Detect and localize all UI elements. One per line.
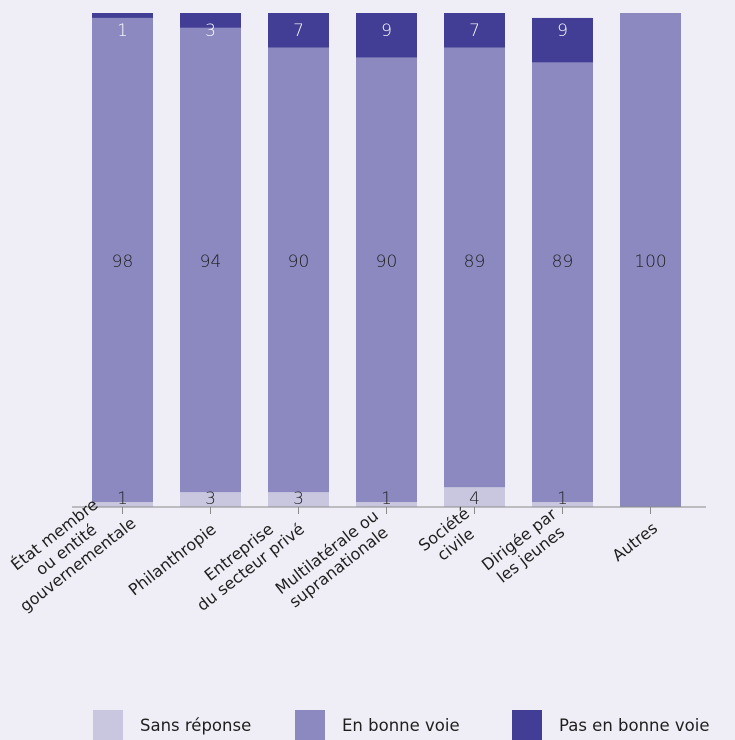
category-label-line: Philanthropie — [125, 519, 220, 599]
legend-item-sans-reponse: Sans réponse — [93, 710, 251, 740]
category-label-line: Autres — [609, 518, 661, 565]
legend-swatch-sans-reponse — [93, 710, 123, 740]
value-label: 3 — [205, 21, 216, 41]
bar-segment-pas-en-bonne-voie-0 — [92, 13, 153, 18]
value-label: 9 — [381, 21, 392, 41]
category-label: Multilatérale ousupranationale — [272, 506, 394, 613]
x-axis-ticks-group — [123, 507, 651, 514]
value-label: 3 — [205, 489, 216, 509]
legend: Sans réponse En bonne voie Pas en bonne … — [0, 700, 735, 734]
value-label: 1 — [557, 489, 568, 509]
legend-swatch-pas-en-bonne-voie — [512, 710, 542, 740]
value-label: 100 — [634, 252, 666, 272]
value-label: 1 — [117, 489, 128, 509]
category-label: Autres — [609, 518, 661, 565]
value-label: 90 — [288, 252, 310, 272]
value-label: 94 — [200, 252, 222, 272]
value-label: 4 — [469, 489, 480, 509]
value-label: 7 — [469, 21, 480, 41]
legend-item-pas-en-bonne-voie: Pas en bonne voie — [512, 710, 710, 740]
value-label: 3 — [293, 489, 304, 509]
legend-label-pas-en-bonne-voie: Pas en bonne voie — [559, 716, 710, 735]
bar-segment-en-bonne-voie-5 — [532, 62, 593, 502]
value-label: 9 — [557, 21, 568, 41]
value-label: 89 — [464, 252, 486, 272]
bar-segment-en-bonne-voie-3 — [356, 57, 417, 502]
value-label: 1 — [381, 489, 392, 509]
value-label: 1 — [117, 21, 128, 41]
value-label: 89 — [552, 252, 574, 272]
category-label: Dirigée parles jeunes — [478, 504, 572, 589]
value-label: 98 — [112, 252, 134, 272]
value-label: 90 — [376, 252, 398, 272]
legend-label-en-bonne-voie: En bonne voie — [342, 716, 460, 735]
legend-swatch-en-bonne-voie — [295, 710, 325, 740]
value-label: 7 — [293, 21, 304, 41]
legend-label-sans-reponse: Sans réponse — [140, 716, 251, 735]
category-label: Philanthropie — [125, 519, 220, 599]
legend-item-en-bonne-voie: En bonne voie — [295, 710, 460, 740]
